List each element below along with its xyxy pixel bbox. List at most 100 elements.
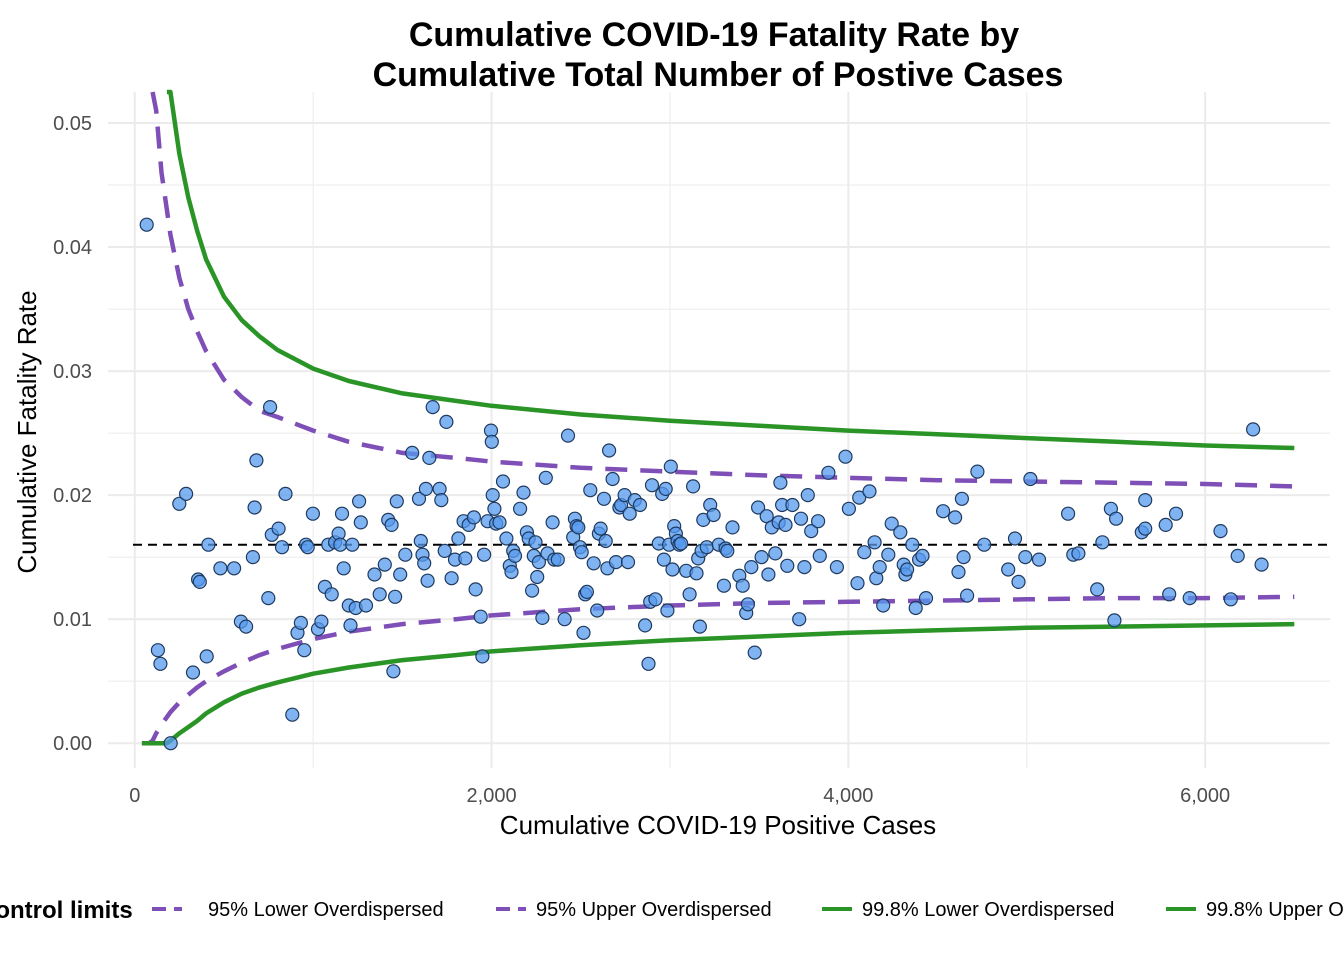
data-point [477, 547, 492, 562]
data-point [872, 559, 887, 575]
data-point [1071, 546, 1086, 561]
data-point [434, 493, 449, 508]
data-point [495, 474, 511, 489]
data-point [418, 481, 433, 496]
data-point [444, 571, 459, 586]
data-point [884, 516, 899, 531]
data-point [857, 545, 872, 560]
data-point [389, 494, 404, 509]
data-point [620, 554, 636, 570]
data-point [245, 549, 260, 565]
data-point [935, 504, 951, 519]
data-point [185, 665, 201, 680]
data-point [336, 561, 351, 576]
data-point [956, 549, 971, 565]
data-point [393, 567, 408, 582]
data-point [531, 554, 547, 570]
data-point [358, 598, 374, 613]
data-point [305, 506, 320, 521]
data-point [538, 470, 553, 485]
y-axis-label: Cumulative Fatality Rate [12, 290, 42, 573]
data-point [475, 649, 490, 664]
data-point [768, 546, 783, 561]
data-point [411, 491, 427, 506]
data-point [658, 481, 673, 496]
data-point [1090, 582, 1105, 597]
data-point [550, 552, 565, 567]
data-point [247, 500, 262, 515]
data-point [1095, 535, 1110, 550]
data-point [1168, 506, 1184, 521]
data-point [386, 664, 401, 679]
data-point [893, 525, 908, 540]
line-998-lower-overdispersed [141, 621, 1295, 746]
data-point [201, 537, 216, 552]
data-point [754, 549, 769, 565]
data-point [773, 475, 788, 490]
data-point [150, 643, 165, 658]
data-point [740, 597, 756, 612]
y-tick-label: 0.01 [53, 609, 92, 631]
y-tick-label: 0.03 [53, 361, 92, 383]
y-tick-label: 0.02 [53, 485, 92, 507]
y-tick-label: 0.05 [53, 113, 92, 135]
data-point [1060, 506, 1076, 521]
data-point [153, 656, 168, 671]
data-point [417, 556, 432, 571]
data-point [744, 559, 759, 575]
data-point [673, 536, 689, 551]
data-point [343, 618, 358, 633]
data-point [1182, 590, 1197, 606]
data-point [557, 612, 572, 627]
data-point [571, 520, 586, 535]
x-axis-ticks: 0 2,000 4,000 6,000 [129, 785, 1230, 807]
data-point [1011, 574, 1026, 590]
data-point [841, 501, 857, 516]
data-point [706, 507, 721, 523]
data-point [576, 625, 591, 640]
data-point [367, 567, 382, 582]
data-point [324, 587, 339, 602]
data-point [425, 400, 440, 415]
data-point [1245, 422, 1261, 437]
data-point [458, 551, 473, 566]
data-point [959, 588, 975, 603]
data-point [333, 537, 348, 552]
data-point [487, 501, 502, 516]
chart-title-line-2: Cumulative Total Number of Postive Cases [373, 56, 1064, 94]
y-tick-label: 0.00 [53, 733, 92, 755]
data-point [227, 561, 242, 576]
data-point [692, 619, 708, 634]
data-point [285, 707, 300, 722]
data-point [1138, 521, 1153, 536]
data-point [422, 450, 437, 465]
data-point [1023, 471, 1038, 487]
data-point [812, 548, 827, 564]
data-point [530, 569, 545, 585]
data-point [699, 540, 714, 555]
data-point [1230, 548, 1245, 564]
data-point [716, 578, 732, 593]
data-point [314, 614, 329, 629]
chart-title-line-1: Cumulative COVID-19 Fatality Rate by [409, 16, 1019, 54]
data-point [352, 494, 367, 509]
data-point [747, 645, 762, 660]
data-point [528, 535, 543, 550]
data-point [1158, 517, 1173, 533]
data-point [179, 486, 194, 501]
data-point [852, 490, 867, 505]
data-point [545, 515, 560, 530]
data-point [1138, 493, 1153, 508]
data-point [780, 558, 795, 573]
major-gridlines [108, 92, 1330, 768]
data-point [1108, 511, 1124, 526]
data-point [535, 610, 550, 626]
data-point [451, 531, 466, 546]
data-point [596, 491, 612, 506]
legend-label-95-lower: 95% Lower Overdispersed [208, 899, 444, 921]
data-point [249, 453, 264, 468]
data-point [139, 217, 154, 232]
data-point [579, 584, 595, 600]
data-point [398, 547, 413, 562]
data-point [239, 619, 254, 634]
